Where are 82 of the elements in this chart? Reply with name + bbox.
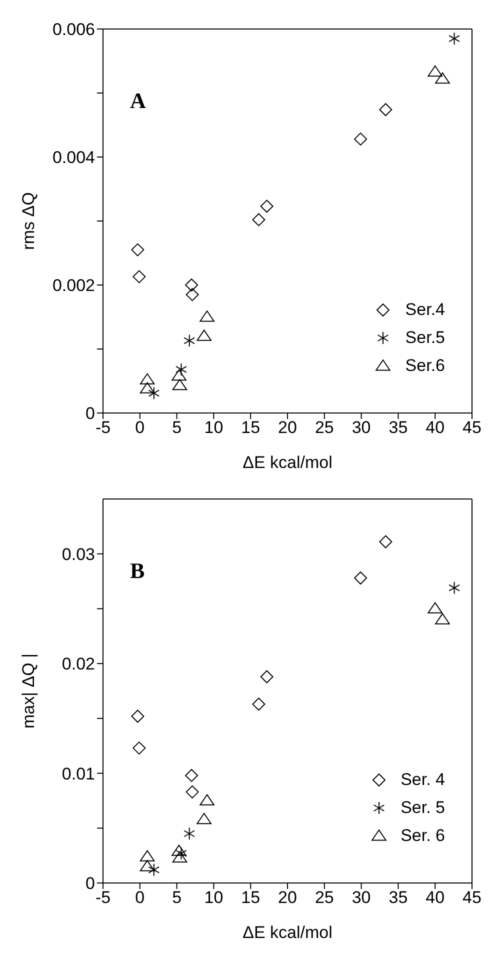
point [196, 330, 212, 341]
point [140, 382, 155, 394]
point [185, 768, 198, 782]
legend-label: Ser. 6 [400, 826, 445, 846]
y-tick-label: 0.02 [62, 654, 95, 674]
y-tick-label: 0 [86, 874, 95, 894]
x-tick-label: 25 [314, 888, 334, 908]
point [148, 386, 160, 400]
x-tick-label: 0 [135, 418, 145, 438]
y-axis-title: max| ΔQ | [19, 654, 38, 728]
y-tick-label: 0 [86, 404, 95, 424]
point [448, 581, 460, 594]
x-tick-label: 35 [388, 888, 408, 908]
x-tick-label: 15 [241, 888, 260, 908]
annotation: B [130, 558, 145, 584]
x-tick-label: 25 [314, 418, 334, 438]
point [435, 72, 450, 84]
x-axis-title: ΔE kcal/mol [242, 923, 332, 942]
point [172, 369, 186, 381]
point [131, 243, 144, 256]
x-tick-label: 30 [352, 418, 371, 438]
point [140, 373, 155, 384]
point [186, 288, 199, 302]
point [354, 571, 368, 584]
point [172, 378, 188, 390]
y-tick-label: 0.006 [52, 20, 95, 40]
x-tick-label: 40 [426, 418, 445, 438]
x-tick-label: 10 [204, 888, 224, 908]
point [379, 535, 392, 548]
y-tick-label: 0.01 [62, 764, 95, 784]
x-tick-label: -5 [95, 888, 111, 908]
y-tick-label: 0.002 [52, 276, 95, 296]
point [176, 362, 187, 376]
point [196, 812, 212, 824]
point [252, 698, 266, 711]
x-tick-label: 20 [278, 888, 297, 908]
point [184, 827, 196, 840]
y-axis-title: rms ΔQ [19, 192, 38, 250]
point [200, 794, 214, 806]
point [435, 613, 450, 624]
point [131, 710, 144, 723]
point [260, 670, 274, 684]
x-axis-title: ΔE kcal/mol [242, 453, 332, 472]
point [186, 785, 199, 798]
point [132, 270, 146, 284]
point [260, 200, 274, 213]
x-tick-label: 30 [352, 888, 371, 908]
x-tick-label: 10 [204, 418, 224, 438]
point [379, 103, 392, 116]
point [185, 278, 198, 292]
x-tick-label: 5 [172, 888, 182, 908]
point [140, 860, 155, 872]
legend-label: Ser.5 [405, 328, 445, 348]
point [148, 863, 160, 876]
legend-label: Ser.4 [405, 300, 445, 320]
x-tick-label: 45 [462, 888, 482, 908]
point [428, 602, 442, 614]
x-tick-label: 40 [426, 888, 445, 908]
point [132, 742, 146, 755]
x-tick-label: 15 [241, 418, 260, 438]
x-tick-label: 35 [388, 418, 408, 438]
point [172, 844, 186, 856]
point [184, 334, 196, 348]
x-tick-label: 20 [278, 418, 297, 438]
y-tick-label: 0.004 [52, 148, 95, 168]
point [448, 32, 460, 46]
legend-label: Ser.6 [405, 356, 445, 376]
x-tick-label: -5 [95, 418, 111, 438]
legend-label: Ser. 4 [400, 770, 445, 790]
point [428, 65, 442, 77]
point [252, 213, 266, 226]
point [200, 310, 214, 322]
point [176, 846, 187, 860]
point [354, 132, 368, 146]
legend-label: Ser. 5 [400, 798, 445, 818]
x-tick-label: 45 [462, 418, 482, 438]
y-tick-label: 0.03 [62, 544, 95, 564]
point [140, 850, 155, 862]
x-tick-label: 0 [135, 888, 145, 908]
annotation: A [130, 88, 146, 114]
point [172, 851, 188, 862]
x-tick-label: 5 [172, 418, 182, 438]
